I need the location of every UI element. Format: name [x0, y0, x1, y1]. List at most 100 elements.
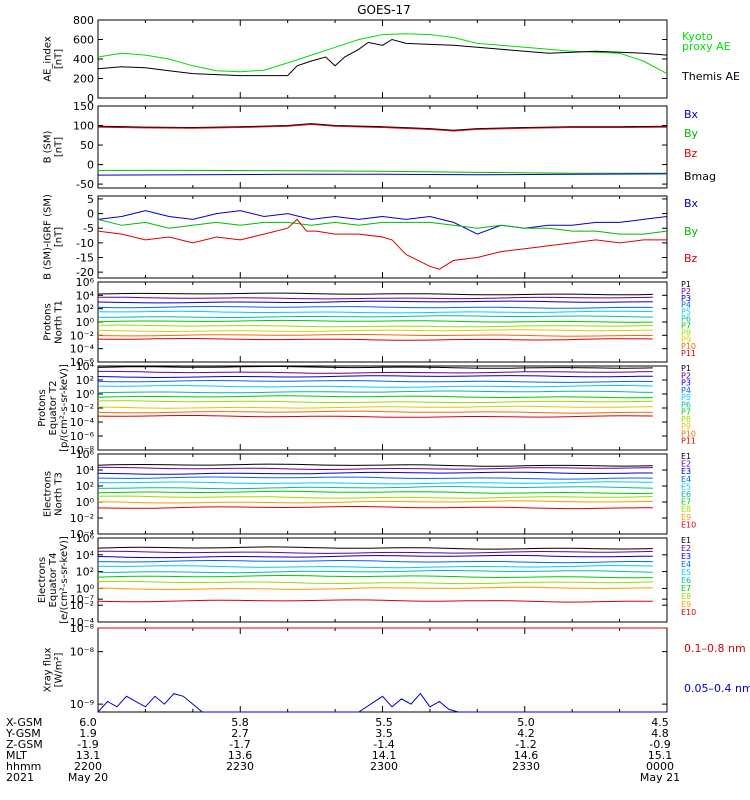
ephemeris-value: 4.2 [517, 727, 535, 740]
channel-line-e6 [97, 486, 653, 490]
ephemeris-value: 2200 [74, 760, 102, 773]
channel-label-e8: E8 [681, 505, 691, 514]
y-tick-label: 10⁰ [76, 496, 95, 509]
channel-label-p9: P9 [681, 335, 691, 344]
channel-label-p3: P3 [681, 294, 691, 303]
y-tick-label: 10² [76, 374, 94, 387]
ephemeris-value: 3.5 [375, 727, 393, 740]
channel-line-p6 [97, 390, 653, 394]
y-axis-label: ElectronsNorth T3 [43, 471, 65, 517]
plot-title: GOES-17 [357, 3, 411, 17]
y-tick-label: 10⁶ [76, 276, 95, 289]
ephemeris-value: -1.4 [373, 738, 394, 751]
channel-line-p10 [97, 333, 653, 337]
channel-line-e3 [97, 554, 653, 559]
y-tick-label: 10⁻⁴ [70, 416, 95, 429]
ephemeris-value: 4.8 [651, 727, 669, 740]
y-tick-label: 400 [73, 53, 94, 66]
y-tick-label: 10⁻⁴ [70, 528, 95, 541]
y-tick-label: 10⁻⁶ [70, 356, 95, 369]
channel-line-p2 [98, 370, 653, 374]
legend-entry: Bz [684, 147, 698, 160]
channel-line-e4 [97, 559, 653, 564]
channel-label-p10: P10 [681, 342, 696, 351]
y-tick-label: -20 [76, 266, 94, 279]
channel-line-p10 [97, 410, 653, 414]
ephemeris-value: 2330 [512, 760, 540, 773]
panel-frame [97, 105, 668, 189]
ephemeris-label: hhmm [6, 760, 41, 773]
legend-entry: Bx [684, 108, 699, 121]
channel-label-p5: P5 [681, 308, 691, 317]
y-tick-label: 10⁰ [76, 388, 95, 401]
y-tick-label: 100 [73, 120, 94, 133]
channel-label-p10: P10 [681, 429, 696, 438]
ephemeris-value: 0000 [646, 760, 674, 773]
channel-label-p8: P8 [681, 328, 691, 337]
y-tick-label: 600 [73, 34, 94, 47]
y-tick-label: 10⁶ [76, 448, 95, 461]
panel-xray: 10⁻⁸ 10⁻⁷ 10⁻⁸ 10⁻⁹ Xray flux[W/m²] 0.1–0.8 n… [43, 593, 750, 713]
y-tick-label: 10⁻² [70, 402, 94, 415]
ephemeris-value: 14.1 [372, 749, 397, 762]
channel-label-p11: P11 [681, 437, 696, 446]
y-tick-label: 10⁴ [76, 464, 95, 477]
channel-line-e1 [97, 463, 653, 467]
ephemeris-table: X-GSM 6.0 5.8 5.5 5.0 4.5 Y-GSM 1.9 2.7 3.5 4.2 4.8… [5, 716, 680, 784]
ephemeris-value: 5.5 [375, 716, 393, 729]
y-tick-label: 10⁶ [76, 532, 95, 545]
channel-label-e10: E10 [681, 608, 696, 617]
channel-line-e8 [97, 495, 653, 499]
channel-line-e3 [97, 471, 653, 475]
y-axis-label-line: Electrons [43, 471, 54, 517]
channel-label-e4: E4 [681, 560, 691, 569]
series-line-by [97, 218, 668, 235]
channel-line-p6 [98, 315, 653, 318]
panel-b-sm-igrf: 5 0-5 -10 -15-20 B (SM)-IGRF (SM)[nT] Bx By Bz [43, 193, 699, 280]
series-line-bz [97, 218, 667, 270]
ephemeris-value: 5.0 [517, 716, 535, 729]
y-axis-label: AE_index[nT] [43, 36, 65, 82]
legend-entry: By [684, 225, 699, 238]
channel-line-e9 [97, 500, 653, 504]
channel-label-e7: E7 [681, 498, 691, 507]
ephemeris-value: -0.9 [649, 738, 670, 751]
ephemeris-value: 15.1 [648, 749, 673, 762]
series-line-themis-ae [97, 38, 668, 77]
ephemeris-value: May 20 [68, 771, 108, 784]
channel-label-p5: P5 [681, 393, 691, 402]
ephemeris-value: -1.9 [77, 738, 98, 751]
channel-line-e7 [97, 574, 653, 579]
y-tick-label: -5 [83, 222, 94, 235]
channel-label-e3: E3 [681, 467, 691, 476]
y-tick-label: 200 [73, 73, 94, 86]
series-line-bmag [97, 123, 668, 131]
ephemeris-value: 2300 [370, 760, 398, 773]
channel-label-e6: E6 [681, 490, 691, 499]
y-tick-label: 10⁻⁷ [70, 593, 94, 606]
channel-line-e8 [97, 580, 653, 585]
y-axis-label-line: [nT] [54, 227, 65, 247]
y-axis-label-line: [e/(cm²-s-sr-keV)] [59, 536, 70, 624]
channel-line-p4 [97, 379, 653, 383]
channel-label-e9: E9 [681, 513, 691, 522]
y-tick-label: 0 [87, 208, 94, 221]
ephemeris-label: Y-GSM [5, 727, 41, 740]
ephemeris-value: 2230 [226, 760, 254, 773]
channel-label-e1: E1 [681, 536, 691, 545]
panel-frame [97, 627, 668, 713]
y-axis-label-line: Protons [43, 303, 54, 340]
legend-entry: Kyoto [682, 30, 713, 43]
y-tick-label: 10⁻⁴ [70, 616, 95, 629]
channel-label-e7: E7 [681, 584, 691, 593]
series-line-0-05-0-4-nm [97, 692, 667, 713]
channel-label-p1: P1 [681, 364, 691, 373]
y-tick-label: 10⁴ [76, 289, 95, 302]
channel-label-p4: P4 [681, 301, 691, 310]
channel-label-e8: E8 [681, 592, 691, 601]
legend-entry: 0.1–0.8 nm [684, 642, 746, 655]
